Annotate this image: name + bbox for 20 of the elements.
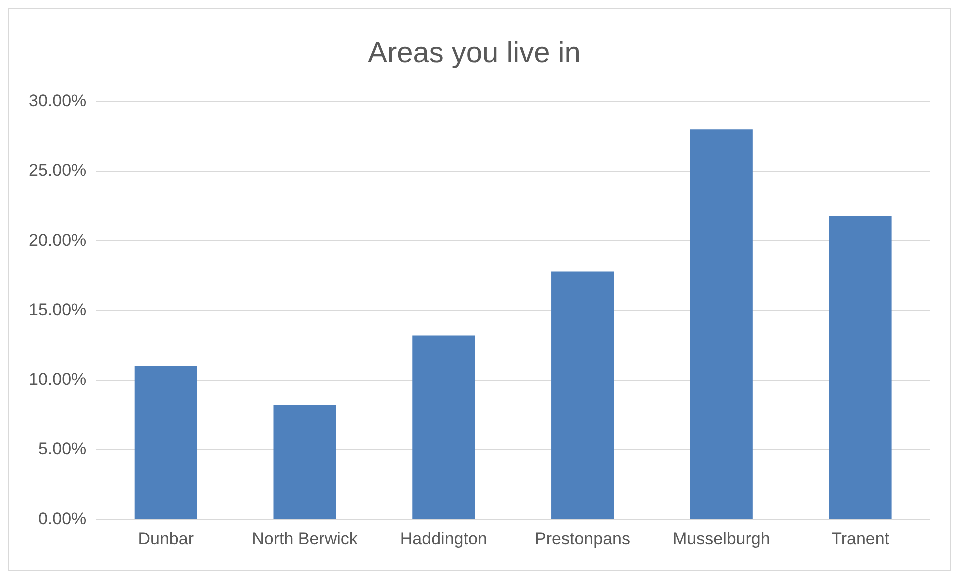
- bar: [134, 366, 198, 520]
- bar: [552, 272, 614, 520]
- x-tick-label: North Berwick: [252, 529, 358, 548]
- bar: [690, 130, 753, 520]
- bar: [274, 405, 336, 520]
- y-tick-label: 0.00%: [38, 509, 87, 528]
- bar: [412, 336, 476, 520]
- chart-title: Areas you live in: [368, 37, 581, 70]
- y-tick-label: 30.00%: [28, 91, 87, 110]
- y-tick-label: 15.00%: [28, 300, 87, 320]
- x-tick-label: Tranent: [832, 529, 890, 548]
- bar: [829, 216, 892, 520]
- x-tick-label: Musselburgh: [673, 529, 770, 548]
- y-tick-label: 5.00%: [38, 440, 87, 459]
- y-tick-label: 10.00%: [28, 370, 87, 390]
- x-tick-label: Dunbar: [138, 529, 194, 548]
- y-tick-label: 20.00%: [28, 230, 87, 250]
- y-tick-label: 25.00%: [28, 161, 87, 180]
- x-tick-label: Haddington: [400, 529, 488, 548]
- x-tick-label: Prestonpans: [535, 529, 630, 548]
